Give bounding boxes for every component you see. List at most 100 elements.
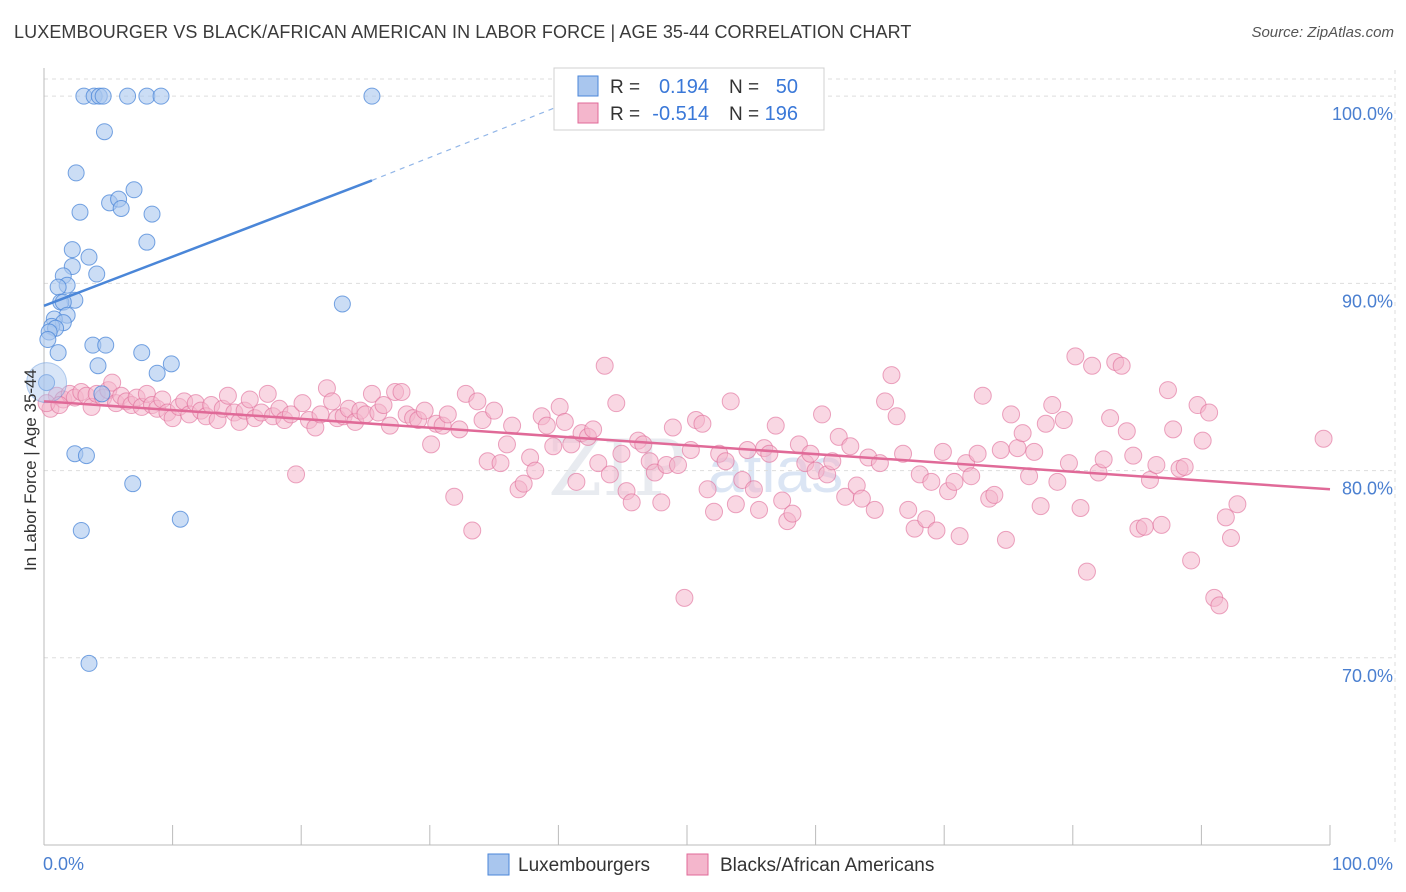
data-point-blacks <box>1175 457 1194 476</box>
chart-title: LUXEMBOURGER VS BLACK/AFRICAN AMERICAN I… <box>14 22 912 42</box>
data-point-luxembourgers <box>72 521 90 539</box>
data-point-blacks <box>1314 429 1333 448</box>
data-point-blacks <box>514 474 533 493</box>
data-point-blacks <box>311 405 330 424</box>
data-point-luxembourgers <box>171 510 189 528</box>
data-point-blacks <box>1200 403 1219 422</box>
data-point-luxembourgers <box>112 199 130 217</box>
trend-line-luxembourgers <box>43 179 373 308</box>
data-point-blacks <box>1124 446 1143 465</box>
legend-swatch-luxembourgers <box>487 853 510 876</box>
data-point-blacks <box>485 401 504 420</box>
data-point-luxembourgers <box>88 265 106 283</box>
data-point-luxembourgers <box>162 355 180 373</box>
data-point-blacks <box>773 491 792 510</box>
correlation-legend: R = 0.194 N = 50 R = -0.514 N = 196 <box>553 67 825 131</box>
legend-swatch-blue <box>577 75 599 97</box>
data-point-blacks <box>1152 515 1171 534</box>
data-point-blacks <box>927 521 946 540</box>
data-point-luxembourgers <box>77 447 95 465</box>
data-point-blacks <box>491 454 510 473</box>
legend-r-value-1: 0.194 <box>659 76 709 98</box>
data-point-blacks <box>950 527 969 546</box>
data-point-blacks <box>973 386 992 405</box>
data-point-blacks <box>526 461 545 480</box>
data-point-luxembourgers <box>138 87 156 105</box>
data-point-blacks <box>663 418 682 437</box>
data-point-blacks <box>50 396 69 415</box>
data-point-blacks <box>595 356 614 375</box>
data-point-blacks <box>374 396 393 415</box>
data-point-blacks <box>1164 420 1183 439</box>
data-point-blacks <box>823 452 842 471</box>
data-point-blacks <box>985 485 1004 504</box>
series-luxembourgers <box>26 87 381 672</box>
data-point-blacks <box>922 472 941 491</box>
chart-source: Source: ZipAtlas.com <box>1251 24 1394 41</box>
data-point-blacks <box>841 437 860 456</box>
data-point-blacks <box>1054 411 1073 430</box>
data-point-blacks <box>917 510 936 529</box>
data-point-luxembourgers <box>143 205 161 223</box>
data-point-blacks <box>415 401 434 420</box>
data-point-blacks <box>933 442 952 461</box>
data-point-luxembourgers <box>94 87 112 105</box>
data-point-blacks <box>945 472 964 491</box>
data-point-blacks <box>1025 442 1044 461</box>
data-point-blacks <box>607 394 626 413</box>
data-point-blacks <box>287 465 306 484</box>
y-tick-label: 100.0% <box>1332 104 1393 124</box>
data-point-blacks <box>1008 439 1027 458</box>
data-point-blacks <box>675 588 694 607</box>
data-point-blacks <box>1228 495 1247 514</box>
data-point-blacks <box>852 489 871 508</box>
data-point-blacks <box>705 502 724 521</box>
data-point-blacks <box>584 420 603 439</box>
data-point-blacks <box>438 405 457 424</box>
data-point-blacks <box>962 467 981 486</box>
data-point-blacks <box>894 444 913 463</box>
data-point-blacks <box>1094 450 1113 469</box>
trend-line-luxembourgers-extension <box>371 95 585 181</box>
data-point-blacks <box>1135 517 1154 536</box>
data-point-blacks <box>668 455 687 474</box>
series-legend: Luxembourgers Blacks/African Americans <box>487 853 934 876</box>
data-point-luxembourgers <box>39 331 57 349</box>
data-point-luxembourgers <box>138 233 156 251</box>
data-point-blacks <box>445 487 464 506</box>
data-point-blacks <box>766 416 785 435</box>
data-point-luxembourgers <box>93 385 111 403</box>
data-point-blacks <box>544 437 563 456</box>
data-point-luxembourgers <box>67 164 85 182</box>
data-point-blacks <box>1210 596 1229 615</box>
data-point-blacks <box>996 530 1015 549</box>
data-point-luxembourgers <box>80 248 98 266</box>
legend-n-value-2: 196 <box>765 103 798 125</box>
data-point-blacks <box>760 444 779 463</box>
data-point-blacks <box>783 504 802 523</box>
data-point-blacks <box>634 435 653 454</box>
legend-swatch-pink <box>577 102 599 124</box>
data-point-blacks <box>1013 424 1032 443</box>
data-point-blacks <box>1147 455 1166 474</box>
y-tick-label: 80.0% <box>1342 479 1393 499</box>
data-point-blacks <box>1216 508 1235 527</box>
legend-n-label-2: N = <box>729 104 759 125</box>
data-point-luxembourgers <box>49 278 67 296</box>
data-point-blacks <box>887 407 906 426</box>
data-point-blacks <box>258 384 277 403</box>
series-blacks-african-americans <box>37 347 1333 615</box>
legend-label-blacks: Blacks/African Americans <box>720 855 934 876</box>
data-point-luxembourgers <box>95 123 113 141</box>
data-point-luxembourgers <box>38 374 56 392</box>
data-point-blacks <box>744 480 763 499</box>
data-point-luxembourgers <box>152 87 170 105</box>
legend-n-value-1: 50 <box>776 76 798 98</box>
data-point-luxembourgers <box>89 357 107 375</box>
data-point-luxembourgers <box>63 241 81 259</box>
y-tick-label: 70.0% <box>1342 666 1393 686</box>
data-point-blacks <box>1077 562 1096 581</box>
data-point-blacks <box>218 386 237 405</box>
trend-lines <box>43 95 1331 491</box>
data-point-blacks <box>468 392 487 411</box>
